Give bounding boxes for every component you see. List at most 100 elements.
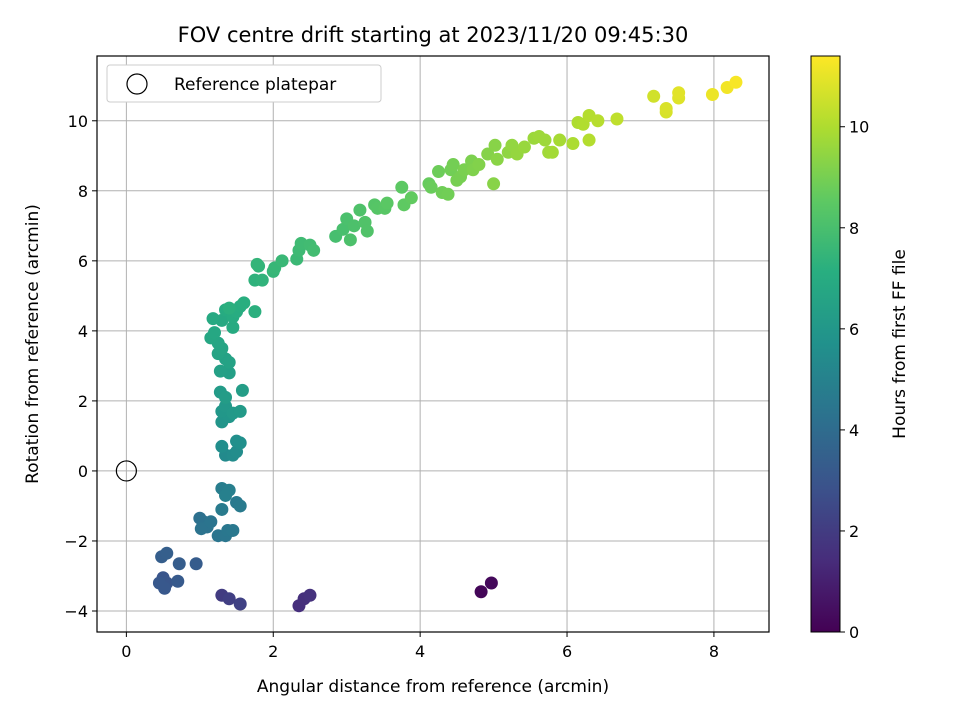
- data-point: [194, 522, 208, 536]
- data-point: [610, 112, 624, 126]
- data-point: [474, 585, 488, 599]
- data-point: [360, 224, 374, 238]
- data-point: [237, 296, 251, 310]
- data-point: [233, 597, 247, 611]
- colorbar-tick-label: 8: [849, 219, 859, 238]
- data-point: [481, 147, 495, 161]
- data-point: [250, 257, 264, 271]
- data-point: [226, 523, 240, 537]
- y-tick-label: −4: [64, 602, 88, 621]
- x-axis-label: Angular distance from reference (arcmin): [257, 677, 609, 697]
- colorbar: 0 2 4 6 8 10 Hours from first FF file: [810, 55, 910, 642]
- chart-title: FOV centre drift starting at 2023/11/20 …: [178, 23, 689, 47]
- data-point: [215, 439, 229, 453]
- data-point: [566, 137, 580, 151]
- data-point: [208, 326, 222, 340]
- data-point: [213, 364, 227, 378]
- data-point: [222, 301, 236, 315]
- colorbar-ticks: 0 2 4 6 8 10: [840, 118, 869, 642]
- data-point: [336, 222, 350, 236]
- colorbar-gradient: [810, 55, 841, 633]
- data-point: [226, 320, 240, 334]
- data-point: [206, 312, 220, 326]
- data-point: [233, 404, 247, 418]
- data-point: [222, 592, 236, 606]
- data-point: [538, 133, 552, 147]
- colorbar-tick-label: 10: [849, 118, 869, 137]
- data-point: [395, 180, 409, 194]
- colorbar-tick-label: 6: [849, 320, 859, 339]
- data-point: [233, 499, 247, 513]
- data-point: [490, 152, 504, 166]
- data-points: [152, 75, 743, 613]
- x-tick-label: 8: [709, 642, 719, 661]
- data-point: [404, 191, 418, 205]
- data-point: [215, 502, 229, 516]
- y-tick-label: 2: [78, 392, 88, 411]
- plot-frame: [96, 55, 770, 633]
- data-point: [672, 86, 686, 100]
- data-point: [432, 165, 446, 179]
- y-tick-label: 10: [68, 112, 88, 131]
- x-tick-label: 0: [121, 642, 131, 661]
- y-tick-label: 6: [78, 252, 88, 271]
- data-point: [248, 305, 262, 319]
- data-point: [233, 436, 247, 450]
- data-point: [275, 254, 289, 268]
- legend-entry-label: Reference platepar: [174, 75, 336, 95]
- data-point: [553, 133, 567, 147]
- data-point: [659, 102, 673, 116]
- data-point: [353, 203, 367, 217]
- data-point: [307, 243, 321, 257]
- reference-marker-group: [115, 460, 137, 482]
- data-point: [424, 180, 438, 194]
- data-point: [487, 177, 501, 191]
- grid-lines: [97, 56, 769, 632]
- y-tick-label: 4: [78, 322, 88, 341]
- colorbar-tick-label: 0: [849, 623, 859, 642]
- legend: Reference platepar: [106, 64, 382, 103]
- reference-platepar-marker: [115, 460, 137, 482]
- data-point: [204, 515, 218, 529]
- data-point: [472, 158, 486, 172]
- data-point: [219, 390, 233, 404]
- data-point: [172, 557, 186, 571]
- legend-marker-circle: [126, 73, 148, 95]
- x-tick-label: 2: [268, 642, 278, 661]
- x-tick-label: 4: [415, 642, 425, 661]
- data-point: [441, 187, 455, 201]
- data-point: [446, 158, 460, 172]
- data-point: [255, 273, 269, 287]
- data-point: [517, 140, 531, 154]
- data-point: [705, 88, 719, 102]
- data-point: [171, 574, 185, 588]
- x-axis-ticks: 0 2 4 6 8: [121, 632, 719, 661]
- data-point: [582, 133, 596, 147]
- data-point: [160, 546, 174, 560]
- y-axis-label: Rotation from reference (arcmin): [23, 204, 43, 484]
- data-point: [729, 75, 743, 89]
- data-point: [235, 383, 249, 397]
- legend-box: [106, 64, 382, 103]
- data-point: [545, 145, 559, 159]
- y-axis-ticks: −4 −2 0 2 4 6 8 10: [64, 112, 97, 621]
- colorbar-tick-label: 4: [849, 421, 859, 440]
- data-point: [484, 576, 498, 590]
- y-tick-label: 8: [78, 182, 88, 201]
- x-tick-label: 6: [562, 642, 572, 661]
- data-point: [152, 576, 166, 590]
- data-point: [591, 114, 605, 128]
- data-point: [343, 233, 357, 247]
- colorbar-label: Hours from first FF file: [890, 249, 910, 439]
- data-point: [189, 557, 203, 571]
- y-tick-label: 0: [78, 462, 88, 481]
- colorbar-tick-label: 2: [849, 522, 859, 541]
- data-point: [647, 89, 661, 103]
- data-point: [347, 219, 361, 233]
- data-point: [219, 488, 233, 502]
- data-point: [303, 588, 317, 602]
- data-point: [222, 355, 236, 369]
- data-point: [488, 138, 502, 152]
- data-point: [380, 196, 394, 210]
